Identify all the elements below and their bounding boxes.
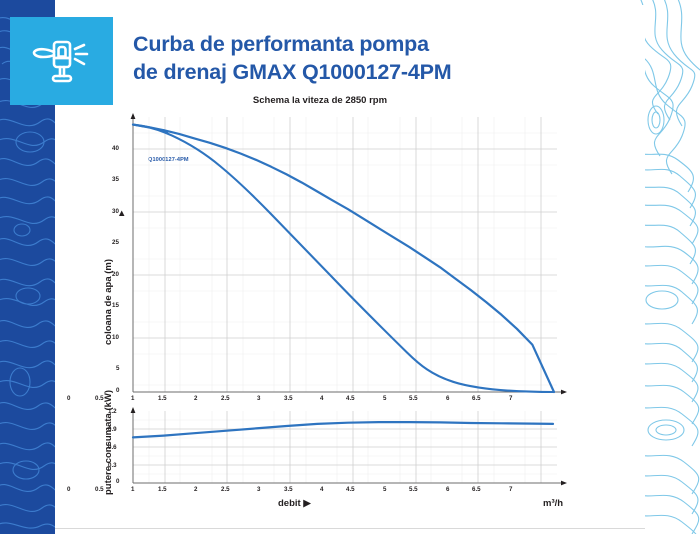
head-xtick-1.5: 1.5 <box>158 395 167 402</box>
head-xtick-6.5: 6.5 <box>472 395 481 402</box>
power-xtick-0.5: 0.5 <box>95 486 104 493</box>
power-xtick-1: 1 <box>131 486 135 493</box>
x-axis-title-text: debit <box>278 498 301 509</box>
page-title-line-1: Curba de performanta pompa <box>133 32 429 56</box>
head-xtick-5.5: 5.5 <box>409 395 418 402</box>
head-ytick-25: 25 <box>112 239 119 246</box>
brand-logo-tile <box>10 17 113 105</box>
power-consumption-curve <box>131 421 555 439</box>
power-ytick-0.6: 0.6 <box>108 444 117 451</box>
series-label-q1000127: Q1000127-4PM <box>148 157 189 163</box>
content-card: Curba de performanta pompa de drenaj GMA… <box>10 5 645 529</box>
head-ytick-40: 40 <box>112 145 119 152</box>
page-title-line-2: de drenaj GMAX Q1000127-4PM <box>133 59 452 84</box>
power-xtick-6.5: 6.5 <box>472 486 481 493</box>
head-xtick-3: 3 <box>257 395 261 402</box>
chart-canvas <box>130 113 567 486</box>
head-ytick-0: 0 <box>116 387 120 394</box>
power-ytick-0.3: 0.3 <box>108 462 117 469</box>
power-xtick-3.5: 3.5 <box>284 486 293 493</box>
head-performance-curve-points <box>131 123 556 394</box>
power-ytick-0: 0 <box>116 478 120 485</box>
power-xtick-5.5: 5.5 <box>409 486 418 493</box>
head-ytick-15: 15 <box>112 302 119 309</box>
power-major-grid <box>133 411 557 483</box>
head-xtick-1: 1 <box>131 395 135 402</box>
head-xtick-0: 0 <box>67 395 71 402</box>
power-xtick-6: 6 <box>446 486 450 493</box>
x-axis-unit: m³/h <box>543 498 564 509</box>
head-xtick-3.5: 3.5 <box>284 395 293 402</box>
page-title: Curba de performanta pompa de drenaj GMA… <box>133 31 563 86</box>
power-y-axis-arrowhead <box>130 407 136 413</box>
head-major-grid <box>133 117 557 392</box>
power-xtick-0: 0 <box>67 486 71 493</box>
head-ytick-35: 35 <box>112 176 119 183</box>
head-y-axis-arrow: ▲ <box>117 208 127 219</box>
power-xtick-1.5: 1.5 <box>158 486 167 493</box>
power-xtick-2: 2 <box>194 486 198 493</box>
power-ytick-1.2: 1.2 <box>108 408 117 415</box>
power-xtick-2.5: 2.5 <box>221 486 230 493</box>
head-x-axis-arrowhead <box>561 389 567 395</box>
pump-sprinkler-icon <box>32 40 88 83</box>
power-xtick-4: 4 <box>320 486 324 493</box>
head-xtick-7: 7 <box>509 395 513 402</box>
head-xtick-4: 4 <box>320 395 324 402</box>
head-ytick-20: 20 <box>112 271 119 278</box>
footer-divider <box>55 528 645 529</box>
performance-chart: Schema la viteza de 2850 rpm coloana de … <box>55 95 645 525</box>
power-xtick-3: 3 <box>257 486 261 493</box>
power-xtick-7: 7 <box>509 486 513 493</box>
power-xtick-4.5: 4.5 <box>346 486 355 493</box>
head-xtick-0.5: 0.5 <box>95 395 104 402</box>
power-x-axis-arrowhead <box>561 480 567 486</box>
head-xtick-6: 6 <box>446 395 450 402</box>
head-ytick-10: 10 <box>112 334 119 341</box>
head-ytick-30: 30 <box>112 208 119 215</box>
head-ytick-5: 5 <box>116 365 120 372</box>
x-axis-title: debit ▶ <box>278 498 311 509</box>
head-minor-grid <box>133 117 557 392</box>
head-xtick-2: 2 <box>194 395 198 402</box>
head-y-axis-arrowhead <box>130 113 136 119</box>
head-xtick-5: 5 <box>383 395 387 402</box>
head-xtick-2.5: 2.5 <box>221 395 230 402</box>
head-xtick-4.5: 4.5 <box>346 395 355 402</box>
power-ytick-0.9: 0.9 <box>108 426 117 433</box>
x-axis-arrow: ▶ <box>303 498 311 509</box>
chart-subtitle: Schema la viteza de 2850 rpm <box>252 95 388 106</box>
power-xtick-5: 5 <box>383 486 387 493</box>
